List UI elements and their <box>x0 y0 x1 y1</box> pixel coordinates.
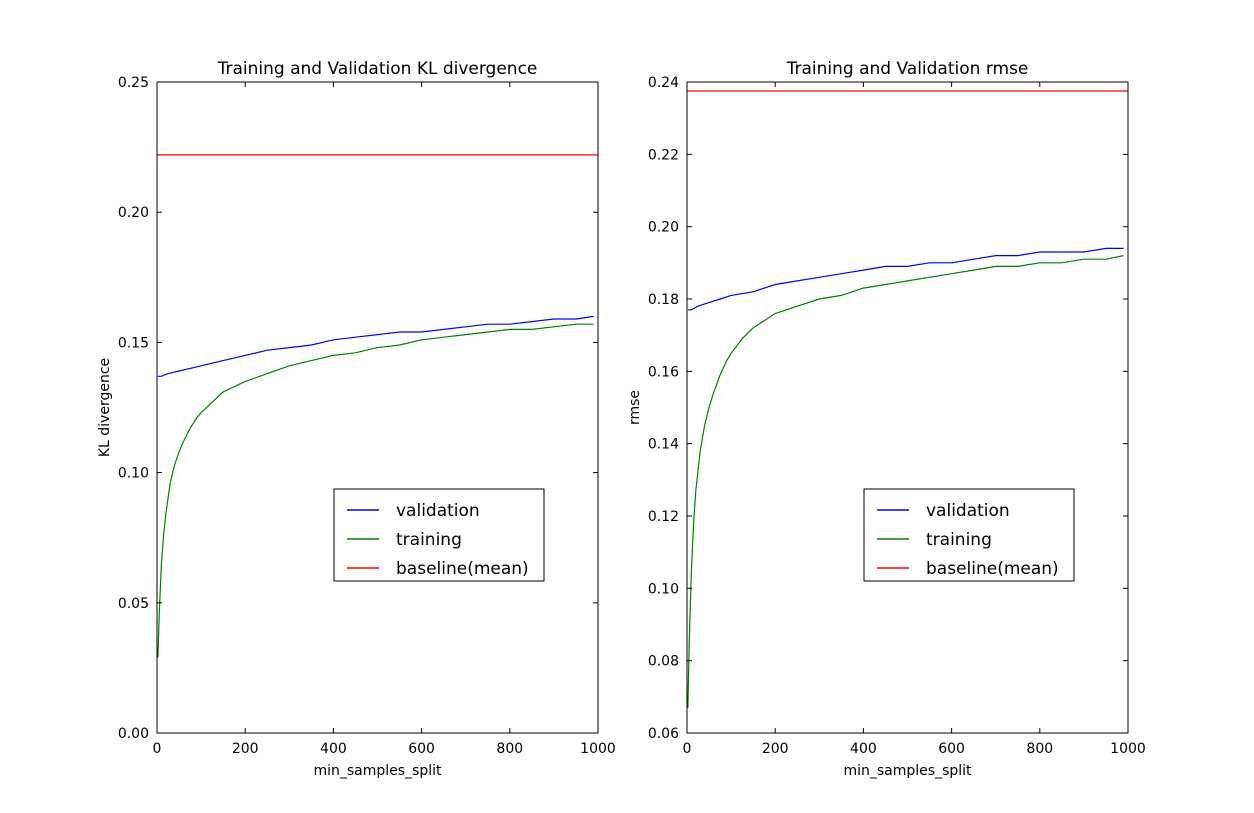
legend-label: training <box>926 530 992 550</box>
y-tick-label: 0.08 <box>648 654 679 670</box>
y-tick-label: 0.06 <box>648 726 679 742</box>
y-tick-label: 0.22 <box>648 147 679 163</box>
series-line-training <box>157 323 594 658</box>
legend-label: validation <box>926 501 1010 521</box>
x-tick-label: 400 <box>320 741 347 757</box>
y-tick-label: 0.12 <box>648 509 679 525</box>
x-tick-label: 1000 <box>580 741 616 757</box>
series-line-validation <box>157 315 594 377</box>
chart-title: Training and Validation KL divergence <box>217 59 538 79</box>
x-tick-label: 600 <box>938 741 965 757</box>
y-tick-label: 0.05 <box>118 596 149 612</box>
plot-frame <box>686 81 1129 734</box>
plot-frame <box>156 81 599 734</box>
x-tick-label: 200 <box>232 741 259 757</box>
legend-box <box>863 488 1075 582</box>
series-line-validation <box>687 247 1124 311</box>
y-tick-label: 0.10 <box>648 581 679 597</box>
x-tick-label: 600 <box>408 741 435 757</box>
x-tick-label: 200 <box>762 741 789 757</box>
x-tick-label: 0 <box>153 741 162 757</box>
legend: validation training baseline(mean) <box>333 488 545 582</box>
x-tick-label: 1000 <box>1110 741 1146 757</box>
legend: validation training baseline(mean) <box>863 488 1075 582</box>
legend-label: baseline(mean) <box>926 559 1059 579</box>
y-tick-label: 0.24 <box>648 75 679 91</box>
y-tick-label: 0.16 <box>648 364 679 380</box>
chart-2: 0 200 400 600 800 1000 0.06 0.08 0.10 0.12 0.14 0.1… <box>627 59 1146 779</box>
y-tick-label: 0.20 <box>118 205 149 221</box>
x-axis-label: min_samples_split <box>313 763 442 779</box>
y-tick-label: 0.00 <box>118 726 149 742</box>
x-tick-label: 0 <box>683 741 692 757</box>
y-axis-label: KL divergence <box>97 358 113 457</box>
y-tick-label: 0.20 <box>648 220 679 236</box>
y-tick-label: 0.15 <box>118 335 149 351</box>
y-tick-label: 0.10 <box>118 466 149 482</box>
series-line-training <box>687 255 1124 708</box>
x-tick-label: 400 <box>850 741 877 757</box>
legend-label: baseline(mean) <box>396 559 529 579</box>
legend-label: training <box>396 530 462 550</box>
y-tick-label: 0.25 <box>118 75 149 91</box>
x-axis-label: min_samples_split <box>843 763 972 779</box>
x-tick-label: 800 <box>1026 741 1053 757</box>
x-tick-label: 800 <box>496 741 523 757</box>
y-axis-label: rmse <box>627 390 643 425</box>
legend-box <box>333 488 545 582</box>
y-tick-label: 0.18 <box>648 292 679 308</box>
y-tick-label: 0.14 <box>648 437 679 453</box>
legend-label: validation <box>396 501 480 521</box>
chart-title: Training and Validation rmse <box>786 59 1029 79</box>
chart-1: 0 200 400 600 800 1000 0.00 0.05 0.10 0.15 0.20 0.2… <box>97 59 616 779</box>
